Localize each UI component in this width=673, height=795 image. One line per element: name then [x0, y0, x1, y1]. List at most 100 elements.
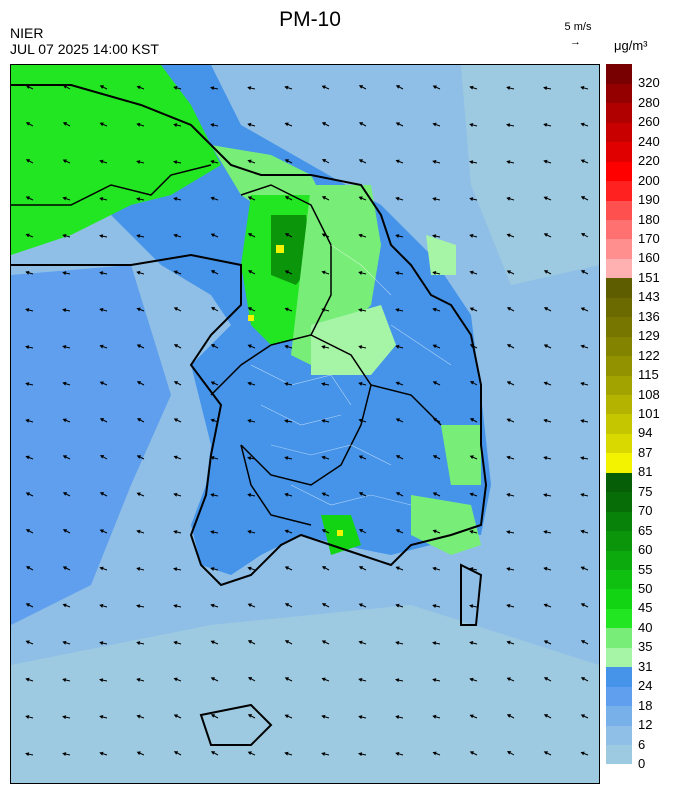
timestamp-label: JUL 07 2025 14:00 KST [10, 41, 159, 57]
wind-arrow-head [173, 714, 179, 718]
wind-arrow-head [580, 677, 586, 681]
wind-arrow-head [210, 233, 215, 238]
wind-arrow-head [247, 196, 253, 201]
wind-arrow-head [543, 530, 548, 535]
wind-arrow-head [358, 492, 364, 496]
wind-arrow-head [25, 270, 30, 275]
wind-arrow-head [136, 234, 141, 239]
wind-arrow-head [136, 529, 141, 534]
wind-arrow-head [358, 233, 363, 238]
wind-arrow-head [470, 381, 475, 385]
wind-arrow-head [395, 308, 400, 313]
wind-arrow-head [99, 566, 104, 571]
wind-arrow-head [321, 345, 326, 350]
wind-arrow-head [580, 122, 585, 127]
wind-arrow-head [321, 196, 327, 200]
wind-arrow-head [580, 419, 585, 424]
wind-arrow-head [136, 381, 142, 385]
wind-arrow-head [543, 307, 549, 311]
colorbar-tick-label: 65 [638, 522, 653, 538]
wind-arrow-head [284, 382, 289, 387]
wind-arrow-head [543, 418, 548, 423]
wind-arrow-head [469, 567, 474, 572]
wind-arrow-head [395, 715, 400, 720]
wind-arrow-head [432, 751, 437, 756]
wind-arrow-head [99, 418, 105, 422]
wind-arrow-head [469, 270, 474, 275]
wind-arrow-head [506, 196, 511, 201]
wind-arrow-head [173, 270, 178, 275]
wind-arrow-head [469, 160, 474, 165]
wind-arrow-head [358, 85, 364, 89]
wind-arrow-head [469, 677, 474, 682]
wind-arrow-head [432, 678, 437, 683]
colorbar-bin [606, 472, 632, 493]
wind-arrow-head [211, 307, 216, 311]
wind-arrow-head [25, 122, 31, 126]
colorbar-tick-label: 151 [638, 269, 660, 285]
wind-arrow-head [173, 85, 178, 90]
wind-arrow-head [210, 159, 215, 164]
wind-arrow-head [395, 492, 401, 496]
wind-arrow-head [395, 381, 400, 386]
colorbar-bin [606, 627, 632, 648]
wind-arrow-head [99, 641, 104, 646]
colorbar-bin [606, 666, 632, 687]
colorbar-tick-label: 45 [638, 600, 653, 616]
colorbar-tick-label: 108 [638, 386, 660, 402]
wind-arrow-head [506, 455, 511, 460]
wind-arrow-head [469, 85, 474, 90]
wind-arrow-head [580, 196, 586, 200]
wind-arrow-head [25, 715, 30, 719]
wind-arrow-head [580, 603, 586, 607]
land-areas [11, 65, 491, 575]
colorbar-tick-label: 18 [638, 697, 653, 713]
wind-arrow-head [173, 455, 178, 460]
wind-arrow-head [173, 123, 178, 128]
wind-arrow-head [321, 270, 326, 275]
wind-arrow-head [25, 752, 30, 757]
wind-arrow-head [469, 123, 474, 127]
wind-arrow-head [469, 492, 474, 497]
wind-arrow-head [321, 640, 327, 644]
wind-arrow-head [284, 714, 289, 719]
wind-arrow-head [284, 456, 289, 461]
wind-arrow-head [432, 85, 437, 90]
wind-arrow-head [99, 529, 104, 534]
wind-arrow-head [99, 122, 104, 127]
wind-arrow-head [543, 603, 548, 608]
wind-arrow-head [62, 159, 67, 164]
wind-arrow-head [432, 307, 437, 312]
colorbar-bin [606, 394, 632, 415]
wind-arrow-head [62, 678, 67, 683]
wind-arrow-head [580, 307, 585, 312]
wind-arrow-head [358, 603, 363, 608]
colorbar-tick-label: 81 [638, 464, 653, 480]
wind-arrow-head [25, 677, 30, 682]
wind-arrow-head [432, 270, 437, 275]
wind-arrow-head [284, 85, 289, 90]
colorbar-bin [606, 355, 632, 376]
wind-arrow-head [284, 677, 290, 681]
wind-arrow-head [247, 381, 252, 386]
colorbar-tick-label: 24 [638, 678, 653, 694]
colorbar-tick-label: 87 [638, 444, 653, 460]
colorbar-tick-label: 160 [638, 250, 660, 266]
wind-arrow-head [358, 566, 364, 570]
wind-arrow-head [210, 530, 215, 535]
wind-arrow-head [506, 270, 512, 274]
wind-arrow-head [247, 344, 252, 349]
wind-arrow-head [210, 196, 215, 201]
wind-arrow-head [395, 641, 400, 645]
wind-arrow-head [247, 714, 253, 718]
colorbar-tick-label: 6 [638, 736, 646, 752]
wind-arrow-head [506, 677, 511, 682]
wind-arrow-head [432, 381, 438, 385]
wind-arrow-head [543, 196, 548, 201]
unit-label: μg/m³ [614, 38, 648, 53]
agency-label: NIER [10, 25, 44, 41]
wind-reference-label: 5 m/s [564, 21, 592, 33]
wind-arrow-head [62, 381, 67, 386]
colorbar-tick-label: 240 [638, 133, 660, 149]
wind-arrow-head [99, 85, 105, 89]
